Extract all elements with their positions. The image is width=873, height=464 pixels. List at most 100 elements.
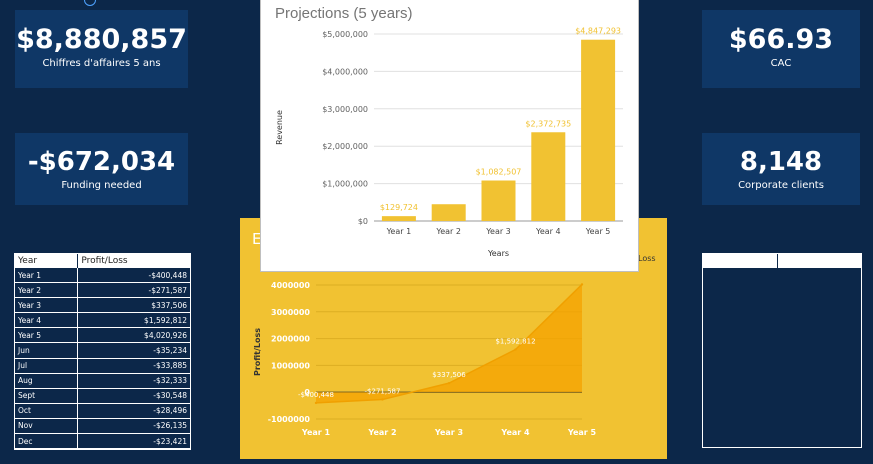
table-cell-profit-loss: -$23,421 bbox=[77, 433, 190, 450]
table-cell-period: Sept bbox=[15, 388, 79, 404]
kpi-funding-label: Funding needed bbox=[61, 180, 142, 191]
table-cell-period: Dec bbox=[15, 433, 79, 450]
data-label: $129,724 bbox=[380, 203, 418, 212]
table-cell-period: Nov bbox=[15, 418, 79, 435]
kpi-funding-value: -$672,034 bbox=[27, 147, 176, 177]
table-row: Year 2 -$271,587 bbox=[15, 282, 190, 299]
data-point bbox=[381, 398, 384, 401]
bar bbox=[581, 39, 616, 221]
empty-table-header bbox=[703, 254, 861, 268]
kpi-revenue-card: $8,880,857 Chiffres d'affaires 5 ans bbox=[15, 10, 188, 88]
x-tick-label: Year 5 bbox=[585, 227, 611, 236]
x-tick-label: Year 1 bbox=[301, 428, 331, 437]
table-row: Oct -$28,496 bbox=[15, 403, 190, 419]
table-cell-profit-loss: -$35,234 bbox=[77, 342, 190, 359]
x-tick-label: Year 2 bbox=[435, 227, 461, 236]
kpi-cac-value: $66.93 bbox=[728, 24, 834, 55]
table-cell-period: Year 5 bbox=[15, 327, 79, 344]
data-label: $1,082,507 bbox=[476, 168, 522, 177]
projections-chart-title: Projections (5 years) bbox=[275, 5, 413, 22]
table-row: Year 5 $4,020,926 bbox=[15, 327, 190, 344]
x-tick-label: Year 3 bbox=[434, 428, 463, 437]
y-tick-label: 4000000 bbox=[271, 281, 310, 290]
table-cell-profit-loss: $337,506 bbox=[77, 297, 190, 314]
table-row: Jun -$35,234 bbox=[15, 342, 190, 359]
table-cell-profit-loss: -$33,885 bbox=[77, 358, 190, 374]
kpi-clients-label: Corporate clients bbox=[738, 180, 824, 191]
y-tick-label: 0 bbox=[304, 388, 310, 397]
kpi-clients-value: 8,148 bbox=[739, 147, 823, 177]
kpi-cac-card: $66.93 CAC bbox=[702, 10, 860, 88]
data-label: $1,592,812 bbox=[495, 338, 535, 346]
y-tick-label: -1000000 bbox=[268, 415, 311, 424]
profit-loss-table: Year Profit/Loss Year 1 -$400,448 Year 2 -$… bbox=[14, 253, 191, 451]
table-header-profit-loss: Profit/Loss bbox=[77, 254, 190, 268]
y-axis-title: Profit/Loss bbox=[253, 328, 262, 376]
y-tick-label: $1,000,000 bbox=[322, 180, 368, 189]
y-tick-label: $0 bbox=[358, 217, 368, 226]
y-tick-label: 3000000 bbox=[271, 308, 310, 317]
data-label: -$271,587 bbox=[365, 387, 401, 395]
x-tick-label: Year 2 bbox=[367, 428, 396, 437]
table-row: Dec -$23,421 bbox=[15, 433, 190, 450]
table-cell-profit-loss: $4,020,926 bbox=[77, 327, 190, 344]
y-tick-label: 1000000 bbox=[271, 361, 310, 370]
table-header-row: Year Profit/Loss bbox=[15, 254, 190, 268]
profit-loss-legend-fragment: Loss bbox=[638, 254, 656, 263]
table-cell-period: Jun bbox=[15, 342, 79, 359]
bar bbox=[381, 216, 416, 221]
kpi-cac-label: CAC bbox=[770, 58, 792, 69]
y-axis-title: Revenue bbox=[275, 110, 284, 145]
data-label: $4,847,293 bbox=[575, 27, 621, 36]
help-circle-icon bbox=[84, 0, 96, 6]
x-tick-label: Year 5 bbox=[567, 428, 597, 437]
area-fill bbox=[316, 284, 582, 403]
table-row: Year 1 -$400,448 bbox=[15, 268, 190, 284]
table-row: Aug -$32,333 bbox=[15, 373, 190, 389]
x-tick-label: Year 1 bbox=[386, 227, 412, 236]
table-cell-profit-loss: -$26,135 bbox=[77, 418, 190, 435]
table-cell-period: Year 4 bbox=[15, 312, 79, 329]
data-label: $2,372,735 bbox=[525, 119, 571, 128]
table-cell-profit-loss: -$271,587 bbox=[77, 282, 190, 299]
projections-chart-panel: Projections (5 years) $0 $1,000,000 $2,000… bbox=[260, 0, 639, 272]
x-axis-title: Years bbox=[487, 249, 509, 258]
table-cell-profit-loss: -$32,333 bbox=[77, 373, 190, 389]
kpi-revenue-label: Chiffres d'affaires 5 ans bbox=[42, 58, 161, 69]
profit-loss-chart: -1000000 0 1000000 2000000 3000000 4000000 Yea… bbox=[253, 281, 597, 437]
x-tick-label: Year 4 bbox=[500, 428, 530, 437]
table-cell-period: Oct bbox=[15, 403, 79, 419]
x-tick-label: Year 4 bbox=[535, 227, 561, 236]
empty-table bbox=[702, 253, 862, 448]
table-cell-period: Year 1 bbox=[15, 268, 79, 284]
table-cell-period: Year 2 bbox=[15, 282, 79, 299]
y-tick-label: 2000000 bbox=[271, 335, 310, 344]
table-header-year: Year bbox=[15, 254, 79, 268]
bar bbox=[531, 132, 566, 221]
table-cell-period: Jul bbox=[15, 358, 79, 374]
table-cell-profit-loss: -$400,448 bbox=[77, 268, 190, 284]
y-tick-label: $5,000,000 bbox=[322, 30, 368, 39]
y-tick-label: $4,000,000 bbox=[322, 67, 368, 76]
kpi-revenue-value: $8,880,857 bbox=[16, 24, 187, 55]
table-row: Jul -$33,885 bbox=[15, 358, 190, 374]
data-point bbox=[514, 348, 517, 351]
data-point bbox=[447, 381, 451, 385]
table-row: Year 4 $1,592,812 bbox=[15, 312, 190, 329]
table-cell-profit-loss: -$30,548 bbox=[77, 388, 190, 404]
x-tick-label: Year 3 bbox=[485, 227, 511, 236]
projections-chart: $0 $1,000,000 $2,000,000 $3,000,000 $4,000,0… bbox=[275, 27, 623, 258]
table-cell-period: Year 3 bbox=[15, 297, 79, 314]
table-row: Nov -$26,135 bbox=[15, 418, 190, 435]
data-point bbox=[580, 283, 584, 286]
table-cell-profit-loss: -$28,496 bbox=[77, 403, 190, 419]
y-tick-label: $2,000,000 bbox=[322, 142, 368, 151]
y-tick-label: $3,000,000 bbox=[322, 105, 368, 114]
data-label: -$400,448 bbox=[298, 391, 334, 399]
table-row: Sept -$30,548 bbox=[15, 388, 190, 404]
kpi-clients-card: 8,148 Corporate clients bbox=[702, 133, 860, 205]
bar bbox=[481, 180, 516, 221]
table-row: Year 3 $337,506 bbox=[15, 297, 190, 314]
kpi-funding-card: -$672,034 Funding needed bbox=[15, 133, 188, 205]
table-cell-profit-loss: $1,592,812 bbox=[77, 312, 190, 329]
